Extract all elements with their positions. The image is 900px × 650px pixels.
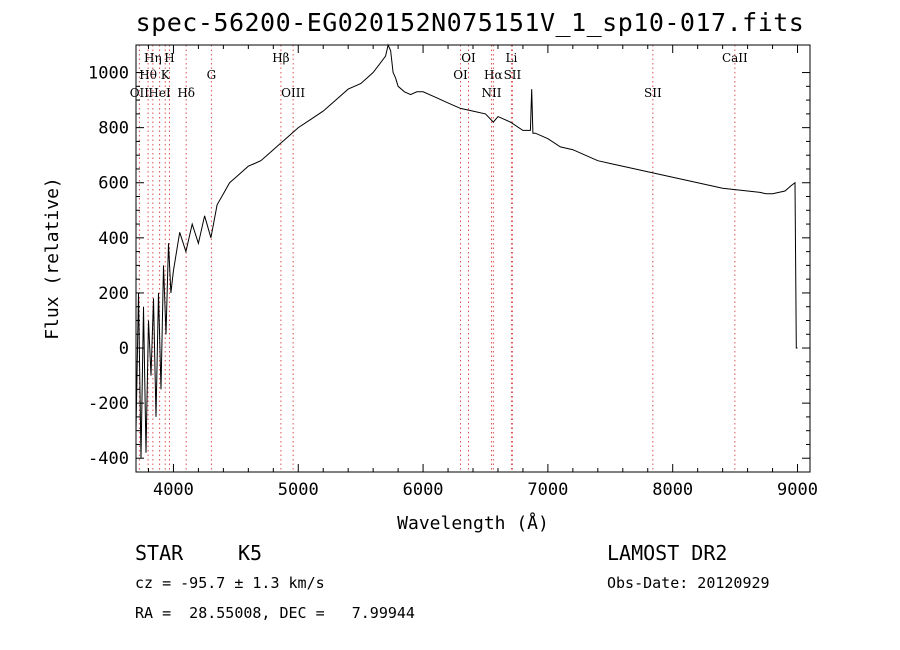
x-tick-label-4: 8000 [652, 480, 693, 500]
line-label-4: K [161, 68, 171, 82]
y-tick-label-1: -200 [88, 394, 129, 414]
line-label-10: OI [453, 68, 468, 82]
series-layer [135, 43, 798, 459]
y-tick-label-5: 600 [98, 174, 129, 194]
line-label-16: SII [644, 86, 662, 100]
line-label-1: Hθ [139, 68, 157, 82]
plot-frame [135, 44, 811, 473]
line-label-0: OII [130, 86, 150, 100]
x-axis-title: Wavelength (Å) [397, 512, 549, 534]
y-tick-label-0: -400 [88, 449, 129, 469]
y-tick-label-3: 200 [98, 284, 129, 304]
line-label-5: H [164, 51, 174, 65]
x-tick-label-5: 9000 [777, 480, 818, 500]
line-label-6: Hδ [177, 86, 195, 100]
y-tick-label-6: 800 [98, 119, 129, 139]
line-label-14: Li [506, 51, 518, 65]
line-label-11: OI [461, 51, 476, 65]
y-tick-label-4: 400 [98, 229, 129, 249]
tick-layer: 4000 5000 6000 7000 8000 9000 -400 -200 0 200 400 6… [88, 45, 818, 500]
line-label-9: OIII [281, 86, 305, 100]
x-tick-label-3: 7000 [527, 480, 568, 500]
y-tick-label-7: 1000 [88, 64, 129, 84]
obsdate-text: Obs-Date: 20120929 [607, 574, 770, 592]
line-label-8: Hβ [272, 51, 289, 65]
line-label-12: NII [481, 86, 501, 100]
coords-text: RA = 28.55008, DEC = 7.99944 [135, 604, 415, 622]
object-subclass: K5 [238, 541, 263, 565]
line-label-13: Hα [484, 68, 503, 82]
chart-title: spec-56200-EG020152N075151V_1_sp10-017.f… [135, 8, 805, 37]
line-label-2: Hη [144, 51, 162, 65]
x-tick-label-0: 4000 [153, 480, 194, 500]
y-axis-title: Flux (relative) [42, 177, 63, 340]
x-tick-label-1: 5000 [278, 480, 319, 500]
line-marker-layer [138, 45, 736, 472]
line-label-15: SII [504, 68, 522, 82]
x-tick-label-2: 6000 [403, 480, 444, 500]
spectrum-series-0 [135, 43, 798, 459]
y-tick-label-2: 0 [119, 339, 129, 359]
line-label-7: G [207, 68, 217, 82]
redshift-text: cz = -95.7 ± 1.3 km/s [135, 574, 325, 592]
line-label-17: CaII [722, 51, 748, 65]
line-label-3: HeI [148, 86, 171, 100]
survey-label: LAMOST DR2 [607, 541, 728, 565]
object-class: STAR [135, 541, 184, 565]
